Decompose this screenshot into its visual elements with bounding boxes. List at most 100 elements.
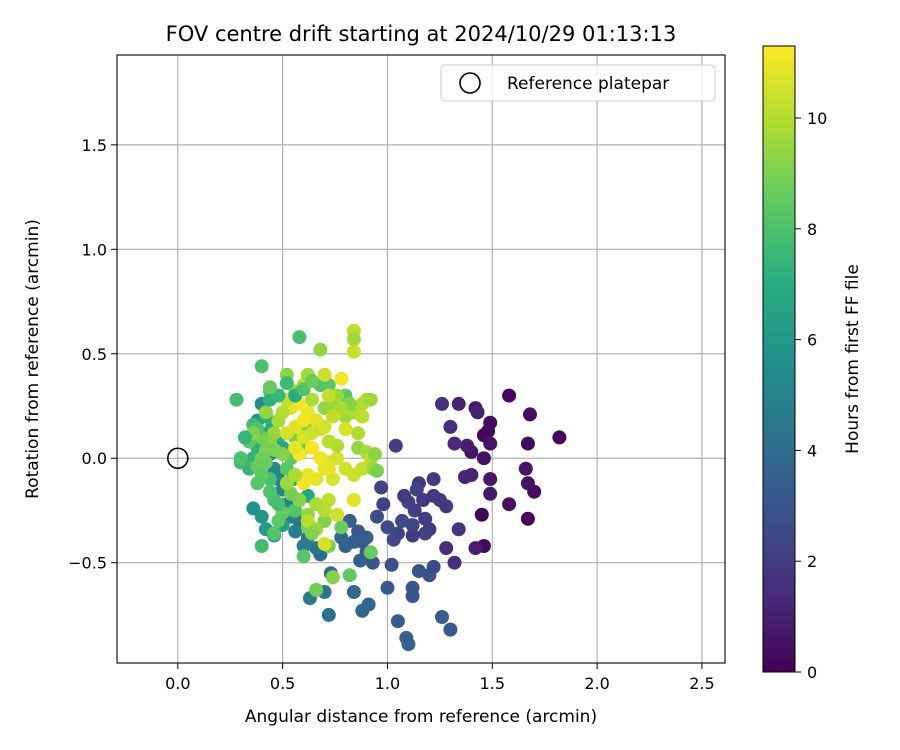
data-point [390,614,405,629]
data-point [470,405,485,420]
data-point [399,630,414,645]
colorbar-gradient [762,45,796,673]
data-point [451,522,466,537]
data-point [263,484,277,499]
data-point [520,436,535,451]
colorbar-label: Hours from first FF file [843,264,863,454]
data-point [254,509,269,524]
x-tick-label: 2.5 [689,674,714,693]
data-point [384,557,399,572]
data-point [439,541,454,556]
legend-label-reference: Reference platepar [507,74,669,94]
data-point [258,405,273,420]
data-point [296,413,311,428]
colorbar-tick-label: 8 [807,220,817,239]
colorbar-ticks: 0 2 4 6 8 10 [795,109,827,682]
data-point [317,367,332,382]
data-point [309,582,324,597]
data-point [370,463,384,478]
data-point [321,607,336,622]
data-point [476,451,491,466]
grid-lines [117,55,725,663]
data-point [388,438,403,453]
x-tick-label: 2.0 [584,674,609,693]
y-tick-label: 0.0 [82,449,107,468]
data-point [376,497,391,512]
data-point [305,373,319,388]
data-point [309,497,324,512]
x-axis-label: Angular distance from reference (arcmin) [245,707,597,727]
data-point [288,468,303,482]
data-point [365,555,380,570]
data-point [363,392,378,407]
data-point [271,513,286,528]
data-point [426,488,441,503]
colorbar-tick-label: 6 [807,331,817,350]
y-tick-label: −0.5 [68,554,107,573]
data-point [443,419,458,434]
data-point [552,430,567,445]
legend-open-circle-icon [459,72,481,94]
data-point [346,493,361,507]
data-point [284,486,298,501]
data-point [288,440,303,455]
data-point [338,461,353,476]
x-axis-ticks: 0.0 0.5 1.0 1.5 2.0 2.5 [165,663,715,693]
data-point [405,589,420,604]
data-point [418,511,433,526]
data-point [367,447,382,462]
data-point [321,493,336,507]
legend: Reference platepar [440,64,716,102]
colorbar-tick-label: 0 [807,663,817,682]
legend-box [440,64,716,102]
data-point [380,520,395,535]
y-tick-label: 0.5 [82,345,107,364]
data-point [233,451,248,466]
data-point [518,461,533,476]
data-point [447,555,462,570]
data-point [279,376,294,390]
plot-frame [116,54,726,664]
data-point [271,497,286,512]
data-point [325,409,340,424]
data-point [353,553,368,568]
data-point [351,426,366,441]
data-point [374,480,389,495]
data-point [405,518,420,533]
data-point [296,539,311,553]
data-point [334,520,349,535]
data-point [359,530,374,545]
chart-title: FOV centre drift starting at 2024/10/29 … [166,22,677,46]
data-point [435,610,449,624]
data-point [502,388,517,403]
data-point [334,530,349,545]
data-point [520,511,535,526]
data-point [237,430,252,445]
data-point [321,388,336,403]
data-point [409,482,424,497]
data-point [346,332,361,347]
data-point [468,541,483,556]
x-tick-label: 0.0 [165,674,190,693]
data-point [380,580,395,595]
data-point [317,536,332,551]
data-point [520,476,535,491]
data-point [418,526,433,541]
y-tick-label: 1.0 [82,240,107,259]
data-point [305,440,319,455]
data-point [229,392,244,407]
reference-platepar-marker [167,447,189,470]
x-tick-label: 1.0 [375,674,400,693]
data-point [443,622,458,637]
data-point [267,442,282,457]
data-point [250,476,265,491]
data-point [305,526,319,541]
data-point [355,409,370,424]
data-point [296,549,311,564]
data-point [451,396,466,411]
data-point [346,585,361,599]
colorbar-tick-label: 10 [807,109,827,128]
data-point [483,436,498,451]
data-point [288,503,303,518]
x-tick-label: 1.5 [480,674,505,693]
